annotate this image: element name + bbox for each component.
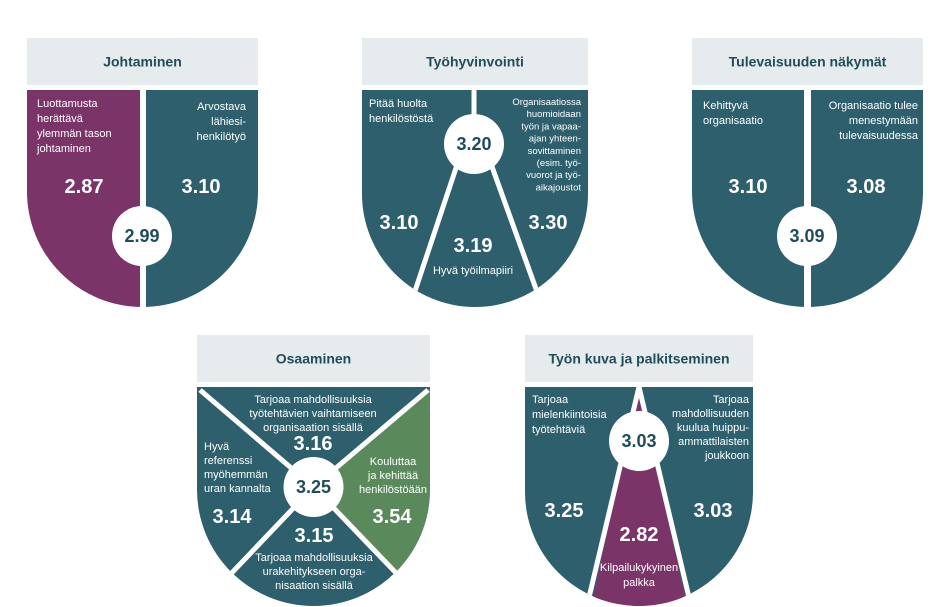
panel-tulevaisuus: Tulevaisuuden näkymät Kehittyvä organisaat…	[692, 38, 923, 307]
tyohyvinvointi-header-bg	[362, 38, 588, 85]
tulevaisuus-left-label-line: Kehittyvä	[703, 100, 749, 112]
osaaminen-right-label-line: ja kehittää	[367, 470, 419, 482]
tyohyvinvointi-left-value: 3.10	[380, 212, 419, 234]
osaaminen-left-label-line: myöhemmän	[204, 469, 268, 481]
tyon-kuva-bottom-label-line: palkka	[623, 577, 656, 589]
tyon-kuva-left-value: 3.25	[545, 500, 584, 522]
tyon-kuva-right-label-line: mahdollisuuden	[672, 408, 749, 420]
tyohyvinvointi-divider-left	[409, 149, 465, 301]
osaaminen-bottom-label-line: nisaation sisällä	[275, 580, 354, 592]
osaaminen-left-value: 3.14	[213, 506, 253, 528]
tyohyvinvointi-right-label-line: vuorot ja työ-	[526, 170, 581, 181]
tyon-kuva-left-label-line: työtehtäviä	[532, 424, 586, 436]
tyohyvinvointi-right-label-line: työn ja vapaa-	[521, 121, 581, 132]
osaaminen-center-value: 3.25	[296, 477, 331, 497]
osaaminen-right-label-line: henkilöstöään	[359, 484, 427, 496]
tyohyvinvointi-right-label-line: (esim. työ-	[537, 158, 581, 169]
tulevaisuus-left-value: 3.10	[729, 176, 768, 198]
osaaminen-center-circle	[283, 457, 344, 517]
tyohyvinvointi-title: Työhyvinvointi	[426, 54, 524, 70]
johtaminen-center-value: 2.99	[124, 226, 159, 246]
osaaminen-top-value: 3.16	[294, 433, 333, 455]
tyon-kuva-left-label-line: mielenkiintoisia	[532, 409, 607, 421]
osaaminen-bottom-label-line: Tarjoaa mahdollisuuksia	[255, 552, 373, 564]
tulevaisuus-right-label-line: menestymään	[849, 115, 918, 127]
tulevaisuus-title: Tulevaisuuden näkymät	[729, 54, 887, 70]
osaaminen-right-label-line: Kouluttaa	[370, 456, 417, 468]
johtaminen-left-label-line: ylemmän tason	[37, 128, 112, 140]
tyon-kuva-title: Työn kuva ja palkitseminen	[548, 351, 729, 367]
tulevaisuus-right-value: 3.08	[847, 176, 886, 198]
tyohyvinvointi-right-label-line: sovittaminen	[528, 146, 581, 157]
johtaminen-right-value: 3.10	[182, 176, 221, 198]
osaaminen-left-label-line: uran kannalta	[204, 483, 272, 495]
tyohyvinvointi-right-label-line: Organisaatiossa	[512, 97, 581, 108]
tyon-kuva-center-circle	[609, 411, 669, 471]
johtaminen-left-label-line: herättävä	[37, 113, 84, 125]
johtaminen-header-bg	[27, 38, 258, 85]
tyon-kuva-center-value: 3.03	[621, 431, 656, 451]
osaaminen-title: Osaaminen	[276, 351, 351, 367]
osaaminen-top-label-line: Tarjoaa mahdollisuuksia	[254, 394, 372, 406]
osaaminen-bottom-label-line: urakehitykseen orga-	[263, 566, 366, 578]
tyon-kuva-right-label-line: kuulua huippu-	[677, 422, 750, 434]
tyon-kuva-bottom-label-line: Kilpailukykyinen	[600, 562, 678, 574]
tyon-kuva-right-label-line: joukkoon	[704, 450, 749, 462]
tyohyvinvointi-right-label-line: huomioidaan	[527, 109, 581, 120]
tyon-kuva-right-label-line: ammattilaisten	[678, 436, 749, 448]
osaaminen-bottom-value: 3.15	[295, 525, 334, 547]
johtaminen-right-label-line: Arvostava	[197, 101, 247, 113]
tulevaisuus-right-label-line: Organisaatio tulee	[829, 100, 918, 112]
tyohyvinvointi-left-label-line: henkilöstöstä	[369, 113, 434, 125]
tyon-kuva-header-bg	[525, 335, 753, 382]
tyohyvinvointi-bottom-label-line: Hyvä työilmapiiri	[433, 265, 513, 277]
tyohyvinvointi-divider-right	[483, 149, 543, 301]
tyohyvinvointi-right-label-line: aikajoustot	[536, 182, 582, 193]
osaaminen-left-label-line: Hyvä	[204, 441, 230, 453]
osaaminen-top-label-line: työtehtävien vaihtamiseen	[249, 408, 376, 420]
tyon-kuva-bottom-value: 2.82	[620, 524, 659, 546]
johtaminen-left-value: 2.87	[65, 176, 104, 198]
tulevaisuus-right-label-line: tulevaisuudessa	[839, 130, 919, 142]
johtaminen-right-label-line: henkilötyö	[196, 131, 246, 143]
panel-osaaminen: Osaaminen Tarjoaa mahdollisuuksia työtehtä…	[197, 335, 430, 606]
tulevaisuus-center-value: 3.09	[789, 226, 824, 246]
johtaminen-right-label-line: lähiesi-	[211, 116, 246, 128]
johtaminen-center-circle	[112, 206, 172, 266]
tyon-kuva-bottom-segment	[588, 387, 690, 606]
tyohyvinvointi-center-value: 3.20	[456, 134, 491, 154]
tulevaisuus-header-bg	[692, 38, 923, 85]
tyohyvinvointi-right-value: 3.30	[529, 212, 568, 234]
osaaminen-left-label-line: referenssi	[204, 455, 252, 467]
osaaminen-header-bg	[197, 335, 430, 382]
tyon-kuva-left-label-line: Tarjoaa	[532, 394, 569, 406]
tulevaisuus-left-label-line: organisaatio	[703, 115, 763, 127]
tyon-kuva-right-value: 3.03	[694, 500, 733, 522]
panel-johtaminen: Johtaminen Luottamusta herättävä ylemmän ta…	[27, 38, 258, 307]
johtaminen-left-label-line: johtaminen	[36, 143, 91, 155]
tyon-kuva-right-label-line: Tarjoaa	[713, 394, 750, 406]
tyohyvinvointi-right-label-line: ajan yhteen-	[529, 134, 581, 145]
tulevaisuus-center-circle	[777, 206, 837, 266]
panel-tyon-kuva: Työn kuva ja palkitseminen Tarjoaa mielenk…	[525, 335, 753, 606]
johtaminen-title: Johtaminen	[103, 54, 182, 70]
johtaminen-left-label-line: Luottamusta	[37, 98, 98, 110]
osaaminen-top-label-line: organisaation sisällä	[263, 422, 364, 434]
tyohyvinvointi-left-label-line: Pitää huolta	[369, 98, 428, 110]
osaaminen-right-value: 3.54	[373, 506, 413, 528]
tyohyvinvointi-bottom-value: 3.19	[454, 235, 493, 257]
panel-tyohyvinvointi: Työhyvinvointi Pitää huolta henkilöstöstä 3…	[362, 38, 588, 307]
tyohyvinvointi-center-circle	[444, 114, 504, 174]
